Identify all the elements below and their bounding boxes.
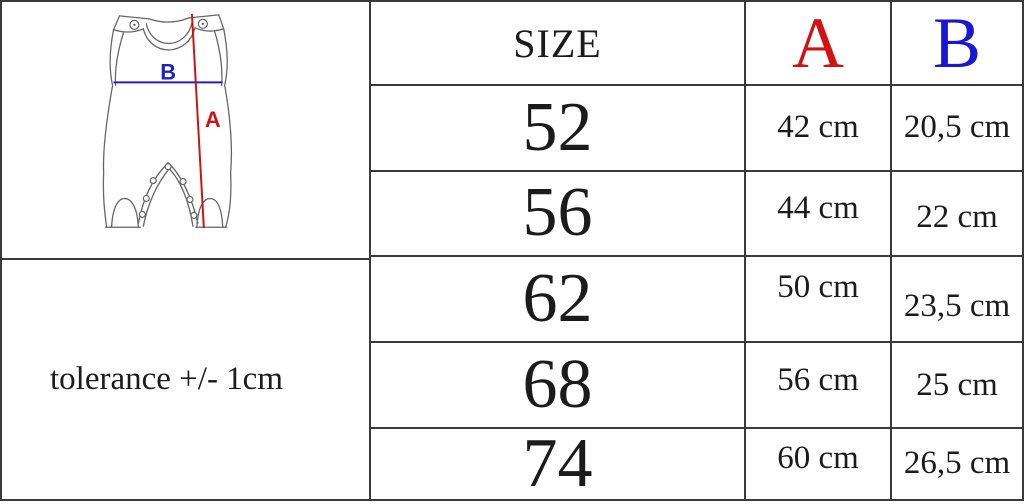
measurement-line-a <box>190 13 205 229</box>
garment-diagram-cell: B A <box>2 2 369 260</box>
size-cell: 56 <box>371 171 746 255</box>
diagram-label-b: B <box>160 59 176 84</box>
table-header-row: SIZE A B <box>371 2 1022 86</box>
table-row-74: 74 60 cm 26,5 cm <box>371 428 1022 499</box>
table-row-52: 52 42 cm 20,5 cm <box>371 86 1022 172</box>
a-value-cell: 56 cm <box>746 343 892 427</box>
a-value-cell: 50 cm <box>746 257 892 342</box>
table-row-56: 56 44 cm 22 cm <box>371 171 1022 257</box>
diagram-label-a: A <box>205 107 221 132</box>
b-value-cell: 25 cm <box>916 366 998 403</box>
size-cell: 52 <box>371 86 746 170</box>
header-size: SIZE <box>371 2 746 84</box>
header-a: A <box>746 2 892 84</box>
header-b: B <box>932 2 982 83</box>
romper-outline <box>102 14 233 228</box>
b-value-cell: 22 cm <box>916 198 998 235</box>
tolerance-note: tolerance +/- 1cm <box>50 361 283 397</box>
diagram-panel: B A tolerance +/- 1cm <box>2 2 371 499</box>
snap-button-icons <box>129 18 208 219</box>
b-value-cell: 23,5 cm <box>903 287 1011 324</box>
a-value-cell: 42 cm <box>746 86 892 170</box>
b-value-cell: 26,5 cm <box>903 445 1011 482</box>
size-cell: 62 <box>371 257 746 342</box>
size-cell: 74 <box>371 428 746 499</box>
size-cell: 68 <box>371 343 746 427</box>
table-row-62: 62 50 cm 23,5 cm <box>371 257 1022 344</box>
a-value-cell: 44 cm <box>746 171 892 255</box>
table-row-68: 68 56 cm 25 cm <box>371 343 1022 429</box>
size-table: SIZE A B 52 42 cm 20,5 cm 56 44 cm 22 cm… <box>371 2 1022 499</box>
garment-drawing: B A <box>102 13 233 229</box>
tolerance-note-cell: tolerance +/- 1cm <box>2 260 369 499</box>
a-value-cell: 60 cm <box>746 428 892 499</box>
b-value-cell: 20,5 cm <box>903 109 1011 146</box>
